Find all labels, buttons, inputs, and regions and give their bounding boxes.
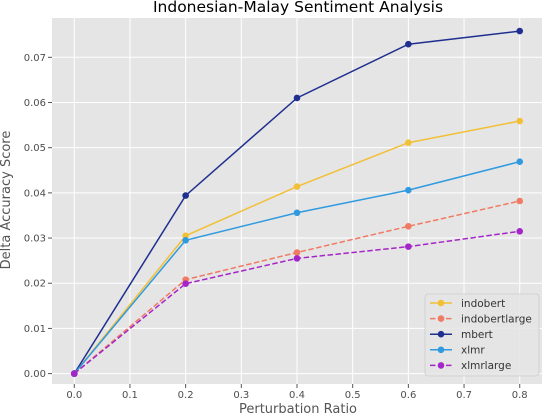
y-tick-label: 0.00 [24, 369, 46, 380]
data-point [182, 237, 189, 244]
data-point [293, 249, 301, 256]
x-tick-label: 0.2 [178, 390, 194, 401]
y-tick-label: 0.02 [24, 279, 46, 290]
data-point [516, 197, 524, 205]
legend-label: mbert [461, 329, 493, 341]
y-axis-label: Delta Accuracy Score [0, 131, 14, 270]
legend-marker [437, 299, 445, 307]
y-tick-label: 0.01 [24, 324, 46, 335]
x-tick-label: 0.4 [289, 390, 305, 401]
chart-title: Indonesian-Malay Sentiment Analysis [153, 0, 443, 16]
data-point [405, 223, 412, 230]
series-xlmrlarge [70, 227, 524, 377]
x-axis-ticks: 0.0 0.1 0.2 0.3 0.4 0.5 0.6 0.7 0.8 [66, 384, 528, 401]
legend-marker [437, 330, 445, 338]
x-tick-label: 0.5 [345, 390, 361, 401]
y-tick-label: 0.06 [24, 98, 46, 109]
data-point [516, 117, 524, 125]
legend: indobert indobertlarge mbert xlmr xlmrlarge [424, 293, 540, 377]
y-tick-label: 0.07 [24, 53, 46, 64]
x-axis-label: Perturbation Ratio [239, 402, 357, 416]
legend-label: xlmrlarge [461, 360, 511, 372]
x-tick-label: 0.0 [66, 390, 82, 401]
data-point [405, 139, 412, 147]
data-point [182, 280, 189, 287]
y-tick-label: 0.03 [24, 234, 46, 245]
y-tick-label: 0.04 [24, 188, 46, 199]
data-point [405, 186, 412, 194]
data-point [70, 370, 78, 377]
x-tick-label: 0.1 [122, 390, 138, 401]
series-xlmr [70, 158, 524, 377]
legend-marker [437, 362, 445, 369]
y-axis-ticks: 0.00 0.01 0.02 0.03 0.04 0.05 0.06 0.07 [24, 53, 52, 380]
y-tick-label: 0.05 [24, 143, 46, 154]
data-point [405, 243, 412, 250]
data-point [293, 255, 301, 262]
x-tick-label: 0.3 [233, 390, 249, 401]
data-point [516, 27, 524, 35]
x-tick-label: 0.7 [456, 390, 472, 401]
data-point [182, 192, 189, 199]
data-point [405, 40, 412, 48]
series-lines [70, 27, 524, 377]
data-point [293, 183, 301, 190]
x-tick-label: 0.6 [400, 390, 416, 401]
legend-label: indobertlarge [461, 313, 532, 325]
data-point [516, 227, 524, 235]
data-point [293, 209, 301, 217]
data-point [293, 94, 301, 102]
legend-box [424, 293, 540, 377]
legend-label: indobert [461, 298, 505, 310]
series-mbert [70, 27, 524, 377]
legend-label: xlmr [461, 345, 485, 357]
data-point [182, 232, 189, 240]
legend-marker [437, 346, 445, 354]
legend-marker [437, 315, 445, 322]
x-tick-label: 0.8 [512, 390, 528, 401]
data-point [516, 158, 524, 165]
